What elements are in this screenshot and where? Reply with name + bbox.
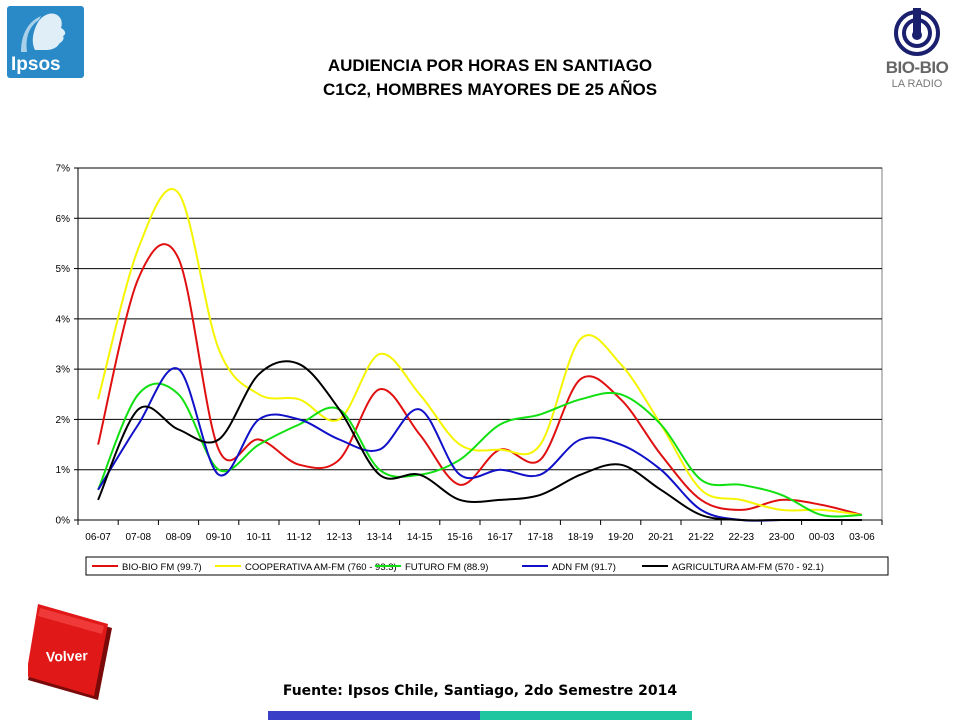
y-tick-label: 5% (56, 264, 71, 275)
biobio-emblem-icon (894, 8, 940, 56)
legend-label: COOPERATIVA AM-FM (760 - 93.3) (245, 562, 397, 573)
legend-label: AGRICULTURA AM-FM (570 - 92.1) (672, 562, 824, 573)
series-line-4 (97, 360, 862, 522)
x-tick-label: 15-16 (447, 532, 473, 543)
legend-label: ADN FM (91.7) (552, 562, 616, 573)
x-tick-label: 19-20 (608, 532, 634, 543)
ipsos-logo-text: Ipsos (11, 54, 61, 75)
y-tick-label: 7% (56, 164, 71, 175)
y-tick-label: 0% (56, 516, 71, 527)
x-tick-label: 08-09 (166, 532, 192, 543)
x-tick-label: 14-15 (407, 532, 433, 543)
biobio-logo-text: BIO-BIO (885, 58, 949, 77)
x-tick-label: 16-17 (487, 532, 513, 543)
series-line-0 (97, 243, 863, 516)
plot-area (77, 167, 883, 521)
x-tick-label: 18-19 (568, 532, 594, 543)
x-tick-label: 23-00 (769, 532, 795, 543)
chart-title-line-2: C1C2, HOMBRES MAYORES DE 25 AÑOS (322, 80, 658, 99)
footer-bar-blue (268, 711, 480, 720)
y-tick-label: 1% (56, 465, 71, 476)
x-tick-label: 03-06 (849, 532, 875, 543)
volver-button[interactable]: Volver (28, 604, 114, 702)
x-tick-label: 20-21 (648, 532, 674, 543)
legend-label: BIO-BIO FM (99.7) (122, 562, 202, 573)
footer-bar-green (480, 711, 692, 720)
x-tick-label: 17-18 (528, 532, 554, 543)
y-tick-label: 3% (56, 365, 71, 376)
x-tick-label: 09-10 (206, 532, 232, 543)
biobio-logo-subtext: LA RADIO (891, 78, 943, 90)
y-tick-label: 6% (56, 214, 71, 225)
legend-label: FUTURO FM (88.9) (405, 562, 488, 573)
x-tick-label: 07-08 (126, 532, 152, 543)
ipsos-logo: Ipsos (7, 6, 84, 78)
x-tick-label: 13-14 (367, 532, 393, 543)
x-tick-label: 21-22 (688, 532, 714, 543)
y-tick-label: 2% (56, 415, 71, 426)
ipsos-face-icon (21, 13, 66, 52)
legend-box (85, 556, 889, 576)
x-tick-label: 12-13 (327, 532, 353, 543)
y-tick-label: 4% (56, 314, 71, 325)
chart-title-line-1: AUDIENCIA POR HORAS EN SANTIAGO (327, 56, 653, 75)
x-tick-label: 10-11 (246, 532, 271, 543)
volver-button-shape (28, 604, 112, 700)
source-note: Fuente: Ipsos Chile, Santiago, 2do Semes… (282, 683, 678, 699)
series-line-1 (97, 188, 863, 516)
x-tick-label: 00-03 (809, 532, 835, 543)
x-tick-label: 06-07 (85, 532, 111, 543)
x-tick-label: 22-23 (729, 532, 755, 543)
volver-button-label: Volver (45, 647, 89, 665)
x-tick-label: 11-12 (287, 532, 312, 543)
biobio-logo: BIO-BIO LA RADIO (884, 6, 950, 102)
series-line-2 (97, 382, 862, 518)
